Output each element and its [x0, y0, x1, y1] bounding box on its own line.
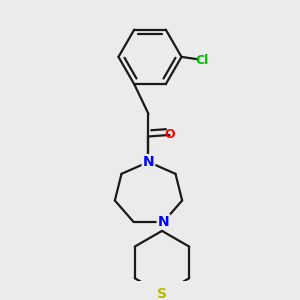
- Text: S: S: [157, 287, 167, 300]
- Text: O: O: [164, 128, 175, 142]
- Text: Cl: Cl: [195, 54, 208, 67]
- Text: N: N: [158, 215, 169, 229]
- Text: N: N: [143, 155, 154, 169]
